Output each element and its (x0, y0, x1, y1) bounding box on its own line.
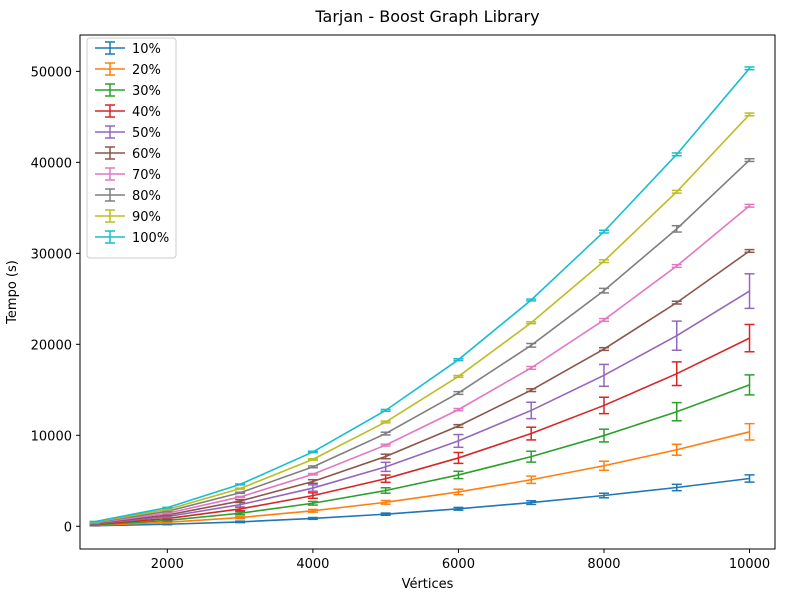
series-4 (89, 323, 755, 526)
legend-label: 70% (132, 168, 161, 183)
legend-item: 50% (95, 125, 161, 141)
legend-item: 20% (95, 62, 161, 78)
legend-label: 30% (132, 84, 161, 99)
legend: 10% 20% 30% 40% 50% 60% 70% 80% 90% 100% (86, 37, 177, 259)
y-tick-label: 40000 (31, 156, 72, 171)
legend-item: 80% (95, 188, 161, 204)
legend-item: 100% (95, 230, 169, 246)
series-line (94, 159, 751, 524)
series-line (94, 67, 751, 523)
series-line (94, 384, 750, 526)
legend-label: 50% (132, 126, 161, 141)
series-2 (89, 422, 755, 527)
y-axis-label: Tempo (s) (5, 260, 20, 325)
legend-label: 90% (132, 210, 161, 225)
y-tick-label: 30000 (31, 247, 72, 262)
x-tick-label: 4000 (296, 557, 329, 572)
x-tick-label: 8000 (587, 557, 620, 572)
legend-item: 90% (95, 209, 161, 225)
series-line (94, 113, 751, 523)
series-6 (89, 248, 755, 525)
series-10 (89, 66, 755, 523)
series-1 (89, 474, 755, 527)
y-tick-label: 50000 (31, 65, 72, 80)
x-tick-label: 2000 (151, 557, 184, 572)
axes: 2000 4000 6000 8000 10000 0 10000 20000 30000 400… (31, 34, 776, 572)
legend-item: 30% (95, 83, 161, 99)
legend-label: 100% (132, 231, 169, 246)
legend-item: 10% (95, 41, 161, 57)
legend-item: 40% (95, 104, 161, 120)
y-tick-label: 10000 (31, 429, 72, 444)
plot-area (89, 66, 755, 527)
legend-item: 60% (95, 146, 161, 162)
y-tick-label: 0 (64, 520, 72, 535)
series-line (94, 477, 750, 527)
legend-label: 20% (132, 63, 161, 78)
series-7 (89, 203, 755, 524)
y-tick-label: 20000 (31, 338, 72, 353)
x-tick-label: 10000 (729, 557, 770, 572)
series-line (94, 290, 750, 525)
series-8 (89, 157, 755, 524)
series-line (94, 250, 750, 525)
series-5 (89, 273, 755, 526)
series-3 (89, 374, 755, 526)
legend-item: 70% (95, 167, 161, 183)
series-line (94, 205, 751, 524)
legend-label: 40% (132, 105, 161, 120)
x-axis-label: Vértices (402, 577, 454, 592)
legend-label: 80% (132, 189, 161, 204)
series-line (94, 337, 750, 526)
legend-label: 60% (132, 147, 161, 162)
plot-frame (79, 34, 776, 550)
series-line (94, 431, 750, 527)
series-9 (89, 112, 755, 524)
legend-label: 10% (132, 42, 161, 57)
x-tick-label: 6000 (442, 557, 475, 572)
chart-title: Tarjan - Boost Graph Library (314, 7, 539, 26)
